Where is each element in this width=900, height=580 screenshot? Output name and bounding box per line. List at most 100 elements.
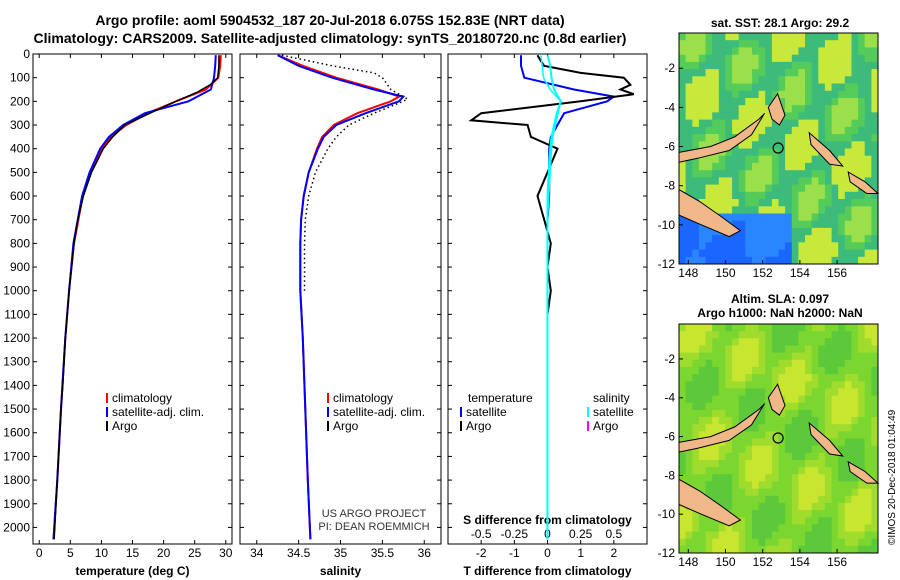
map-cell <box>838 388 846 397</box>
map-cell <box>818 345 826 354</box>
map-cell <box>732 417 740 425</box>
map-cell <box>705 524 713 533</box>
map-cell <box>871 119 879 128</box>
map-cell <box>871 488 879 497</box>
map-cell <box>785 438 793 447</box>
map-cell <box>798 402 806 411</box>
map-cell <box>758 488 766 497</box>
map-cell <box>712 242 720 250</box>
map-cell <box>698 90 706 99</box>
map-cell <box>785 417 793 425</box>
map-cell <box>692 545 700 554</box>
map-cell <box>679 474 687 482</box>
map-cell <box>679 417 687 425</box>
map-cell <box>725 531 733 540</box>
map-cell <box>765 191 773 200</box>
map-cell <box>765 98 773 106</box>
map-cell <box>732 256 740 265</box>
map-cell <box>864 33 872 41</box>
map-cell <box>752 538 760 547</box>
map-cell <box>725 69 733 77</box>
map-cell <box>679 395 687 404</box>
map-cell <box>858 119 866 128</box>
map-cell <box>685 256 693 265</box>
map-cell <box>844 510 852 518</box>
map-cell <box>811 206 819 214</box>
map-cell <box>758 54 766 63</box>
map-cell <box>758 324 766 332</box>
map-cell <box>811 227 819 236</box>
map-cell <box>844 495 852 504</box>
map-cell <box>838 134 846 142</box>
map-cell <box>785 141 793 149</box>
map-cell <box>851 388 859 397</box>
map-cell <box>851 184 859 193</box>
map-cell <box>791 191 799 200</box>
map-cell <box>798 545 806 554</box>
map-cell <box>805 374 813 382</box>
map-cell <box>864 105 872 113</box>
map-cell <box>765 148 773 157</box>
map-cell <box>858 388 866 397</box>
map-cell <box>831 119 839 128</box>
map-cell <box>771 76 779 84</box>
map-cell <box>712 488 720 497</box>
map-cell <box>844 395 852 404</box>
map-cell <box>758 162 766 171</box>
map-cell <box>838 338 846 346</box>
map-cell <box>831 467 839 475</box>
map-cell <box>838 510 846 518</box>
map-cell <box>798 213 806 222</box>
map-cell <box>791 510 799 518</box>
map-cell <box>738 191 746 200</box>
map-cell <box>725 324 733 332</box>
map-cell <box>692 352 700 361</box>
map-cell <box>858 69 866 77</box>
map-cell <box>791 112 799 121</box>
map-cell <box>785 177 793 186</box>
map-cell <box>732 545 740 554</box>
map-cell <box>805 220 813 229</box>
map-cell <box>805 191 813 200</box>
map-cell <box>851 220 859 229</box>
map-cell <box>698 69 706 77</box>
map-cell <box>851 148 859 157</box>
map-cell <box>805 54 813 63</box>
map-cell <box>791 417 799 425</box>
map-cell <box>858 98 866 106</box>
map-cell <box>712 119 720 128</box>
map-cell <box>752 417 760 425</box>
map-cell <box>765 40 773 48</box>
map-cell <box>718 90 726 99</box>
map-cell <box>778 374 786 382</box>
map-cell <box>851 105 859 113</box>
map-cell <box>771 83 779 92</box>
map-cell <box>725 170 733 178</box>
map-cell <box>718 460 726 468</box>
map-cell <box>831 220 839 229</box>
map-cell <box>818 331 826 339</box>
map-cell <box>685 90 693 99</box>
map-cell <box>864 388 872 397</box>
map-cell <box>765 366 773 375</box>
map-cell <box>805 538 813 547</box>
map-cell <box>771 502 779 511</box>
map-cell <box>858 33 866 41</box>
map-cell <box>864 213 872 222</box>
map-cell <box>798 98 806 106</box>
map-cell <box>679 242 687 250</box>
map-cell <box>778 481 786 490</box>
map-cell <box>851 366 859 375</box>
map-cell <box>791 47 799 56</box>
map-cell <box>738 409 746 418</box>
map-cell <box>745 184 753 193</box>
sdiff-legend-argo-label: Argo <box>593 419 619 433</box>
map-cell <box>712 524 720 533</box>
map-cell <box>778 366 786 375</box>
map-cell <box>844 105 852 113</box>
map-cell <box>838 374 846 382</box>
map-cell <box>679 388 687 397</box>
map-cell <box>778 359 786 368</box>
map-cell <box>831 345 839 354</box>
map-cell <box>679 213 687 222</box>
